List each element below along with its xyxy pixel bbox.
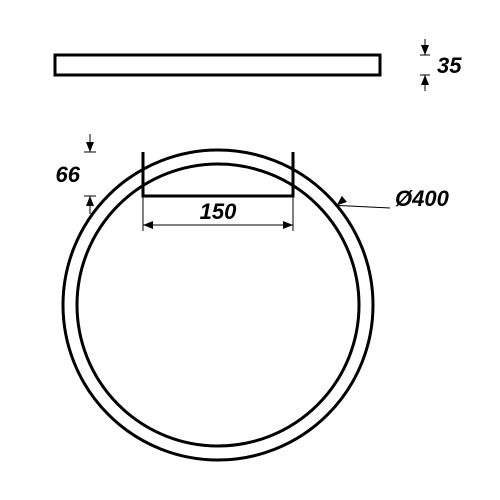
dim-side-height: 35	[437, 53, 462, 78]
dim-bracket-width: 150	[200, 199, 237, 224]
dim-bracket-height: 66	[56, 162, 81, 187]
side-view-profile	[55, 55, 380, 75]
dim-ring-diameter: Ø400	[395, 186, 450, 211]
technical-drawing: 35 150 66 Ø400	[0, 0, 500, 500]
